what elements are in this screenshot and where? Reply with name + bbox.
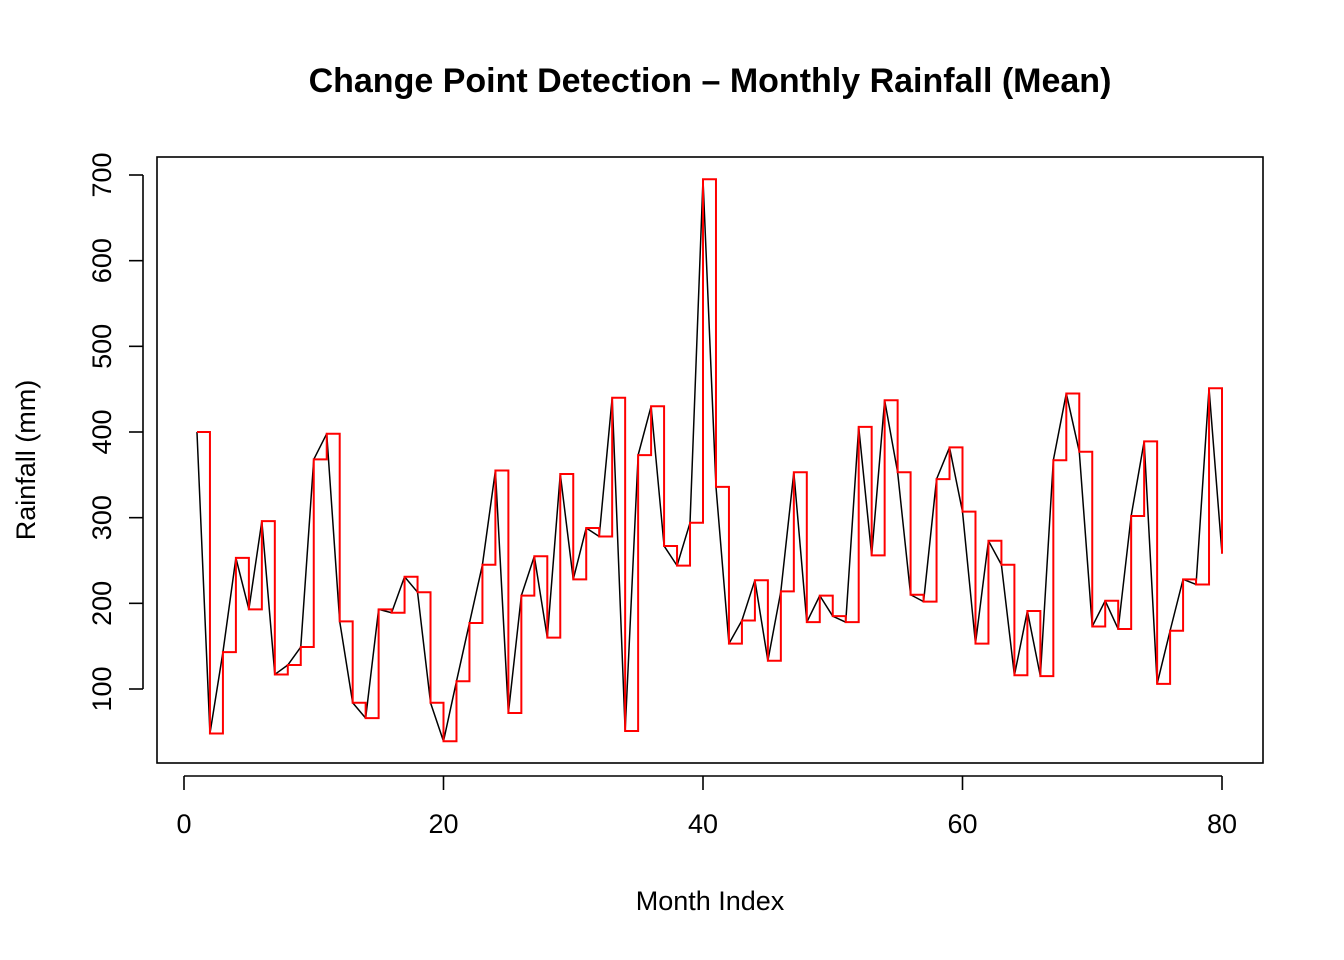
- y-tick-label: 700: [87, 152, 117, 197]
- y-axis-label: Rainfall (mm): [11, 380, 41, 541]
- y-tick-label: 400: [87, 409, 117, 454]
- plot-frame: [156, 156, 1264, 764]
- y-tick-label: 600: [87, 238, 117, 283]
- x-axis-label: Month Index: [636, 886, 785, 916]
- plot-area: [196, 178, 1223, 743]
- x-tick-label: 0: [176, 809, 191, 839]
- y-tick-label: 100: [87, 666, 117, 711]
- x-axis: 0 20 40 60 80: [176, 775, 1237, 839]
- x-tick-label: 60: [947, 809, 977, 839]
- y-axis: 100 200 300 400 500 600 700: [87, 152, 144, 712]
- x-tick-label: 40: [688, 809, 718, 839]
- rainfall-step-line: [196, 178, 1223, 743]
- y-tick-label: 300: [87, 495, 117, 540]
- y-tick-label: 500: [87, 324, 117, 369]
- rainfall-line: [196, 178, 1223, 743]
- x-tick-label: 80: [1207, 809, 1237, 839]
- y-tick-label: 200: [87, 581, 117, 626]
- x-tick-label: 20: [428, 809, 458, 839]
- chart-title: Change Point Detection – Monthly Rainfal…: [309, 62, 1112, 100]
